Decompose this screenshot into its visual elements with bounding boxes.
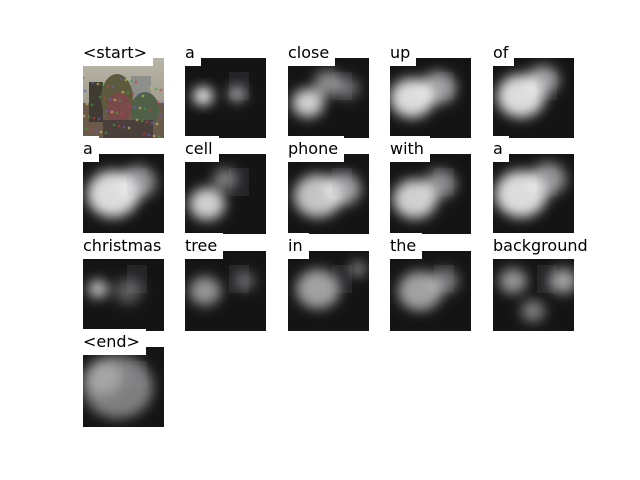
- attention-map: [83, 251, 164, 331]
- attention-cell: tree: [185, 233, 285, 331]
- attention-cell: with: [390, 136, 490, 234]
- attention-cell: close: [288, 40, 388, 138]
- token-label: a: [493, 136, 509, 162]
- attention-cell: <start>: [83, 40, 183, 138]
- token-label: up: [390, 40, 417, 66]
- attention-map: [288, 58, 369, 138]
- attention-map: [493, 154, 574, 234]
- token-label: in: [288, 233, 309, 259]
- attention-cell: the: [390, 233, 490, 331]
- attention-map: [493, 251, 574, 331]
- token-label: of: [493, 40, 515, 66]
- attention-map: [493, 58, 574, 138]
- attention-cell: christmas: [83, 233, 183, 331]
- attention-cell: a: [493, 136, 593, 234]
- token-label: christmas: [83, 233, 168, 259]
- token-label: phone: [288, 136, 345, 162]
- attention-map: [288, 154, 369, 234]
- token-label: tree: [185, 233, 224, 259]
- attention-cell: a: [185, 40, 285, 138]
- attention-map: [185, 251, 266, 331]
- token-label: with: [390, 136, 430, 162]
- token-label: <end>: [83, 329, 146, 355]
- attention-map: [390, 154, 471, 234]
- attention-map: [83, 154, 164, 234]
- attention-map: [185, 58, 266, 138]
- attention-cell: of: [493, 40, 593, 138]
- token-label: a: [83, 136, 99, 162]
- attention-map: [390, 58, 471, 138]
- attention-map: [83, 347, 164, 427]
- token-label: <start>: [83, 40, 154, 66]
- token-label: a: [185, 40, 201, 66]
- attention-map: [288, 251, 369, 331]
- attention-cell: in: [288, 233, 388, 331]
- token-label: background: [493, 233, 594, 259]
- attention-map: [185, 154, 266, 234]
- attention-cell: up: [390, 40, 490, 138]
- token-label: the: [390, 233, 423, 259]
- token-label: cell: [185, 136, 219, 162]
- attention-cell: cell: [185, 136, 285, 234]
- attention-cell: <end>: [83, 329, 183, 427]
- attention-cell: phone: [288, 136, 388, 234]
- attention-cell: a: [83, 136, 183, 234]
- source-photo: [83, 58, 164, 138]
- attention-cell: background: [493, 233, 594, 331]
- token-label: close: [288, 40, 336, 66]
- attention-map: [390, 251, 471, 331]
